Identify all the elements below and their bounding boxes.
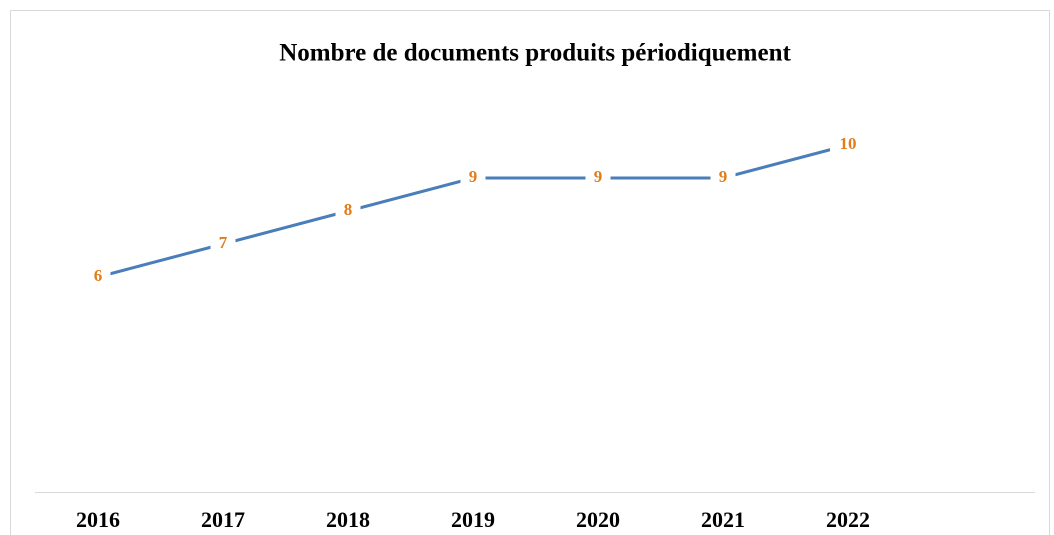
- x-tick-label: 2016: [76, 507, 120, 532]
- x-tick-label: 2020: [576, 507, 620, 532]
- label-halo: [585, 166, 611, 190]
- label-halo: [210, 232, 236, 256]
- x-tick-label: 2017: [201, 507, 245, 532]
- label-halo: [830, 133, 866, 157]
- chart-frame: [10, 10, 1050, 535]
- data-label: 10: [840, 134, 857, 153]
- data-label: 9: [469, 167, 478, 186]
- data-label: 9: [594, 167, 603, 186]
- x-tick-label: 2019: [451, 507, 495, 532]
- label-halo: [335, 199, 361, 223]
- data-label: 9: [719, 167, 728, 186]
- label-halo: [85, 265, 111, 289]
- x-tick-label: 2022: [826, 507, 870, 532]
- data-label: 8: [344, 200, 353, 219]
- label-halo: [710, 166, 736, 190]
- data-label: 6: [94, 266, 103, 285]
- data-label: 7: [219, 233, 228, 252]
- label-halo: [460, 166, 486, 190]
- chart-title: Nombre de documents produits périodiquem…: [279, 40, 791, 67]
- x-tick-label: 2018: [326, 507, 370, 532]
- x-tick-label: 2021: [701, 507, 745, 532]
- data-line: [97, 143, 849, 279]
